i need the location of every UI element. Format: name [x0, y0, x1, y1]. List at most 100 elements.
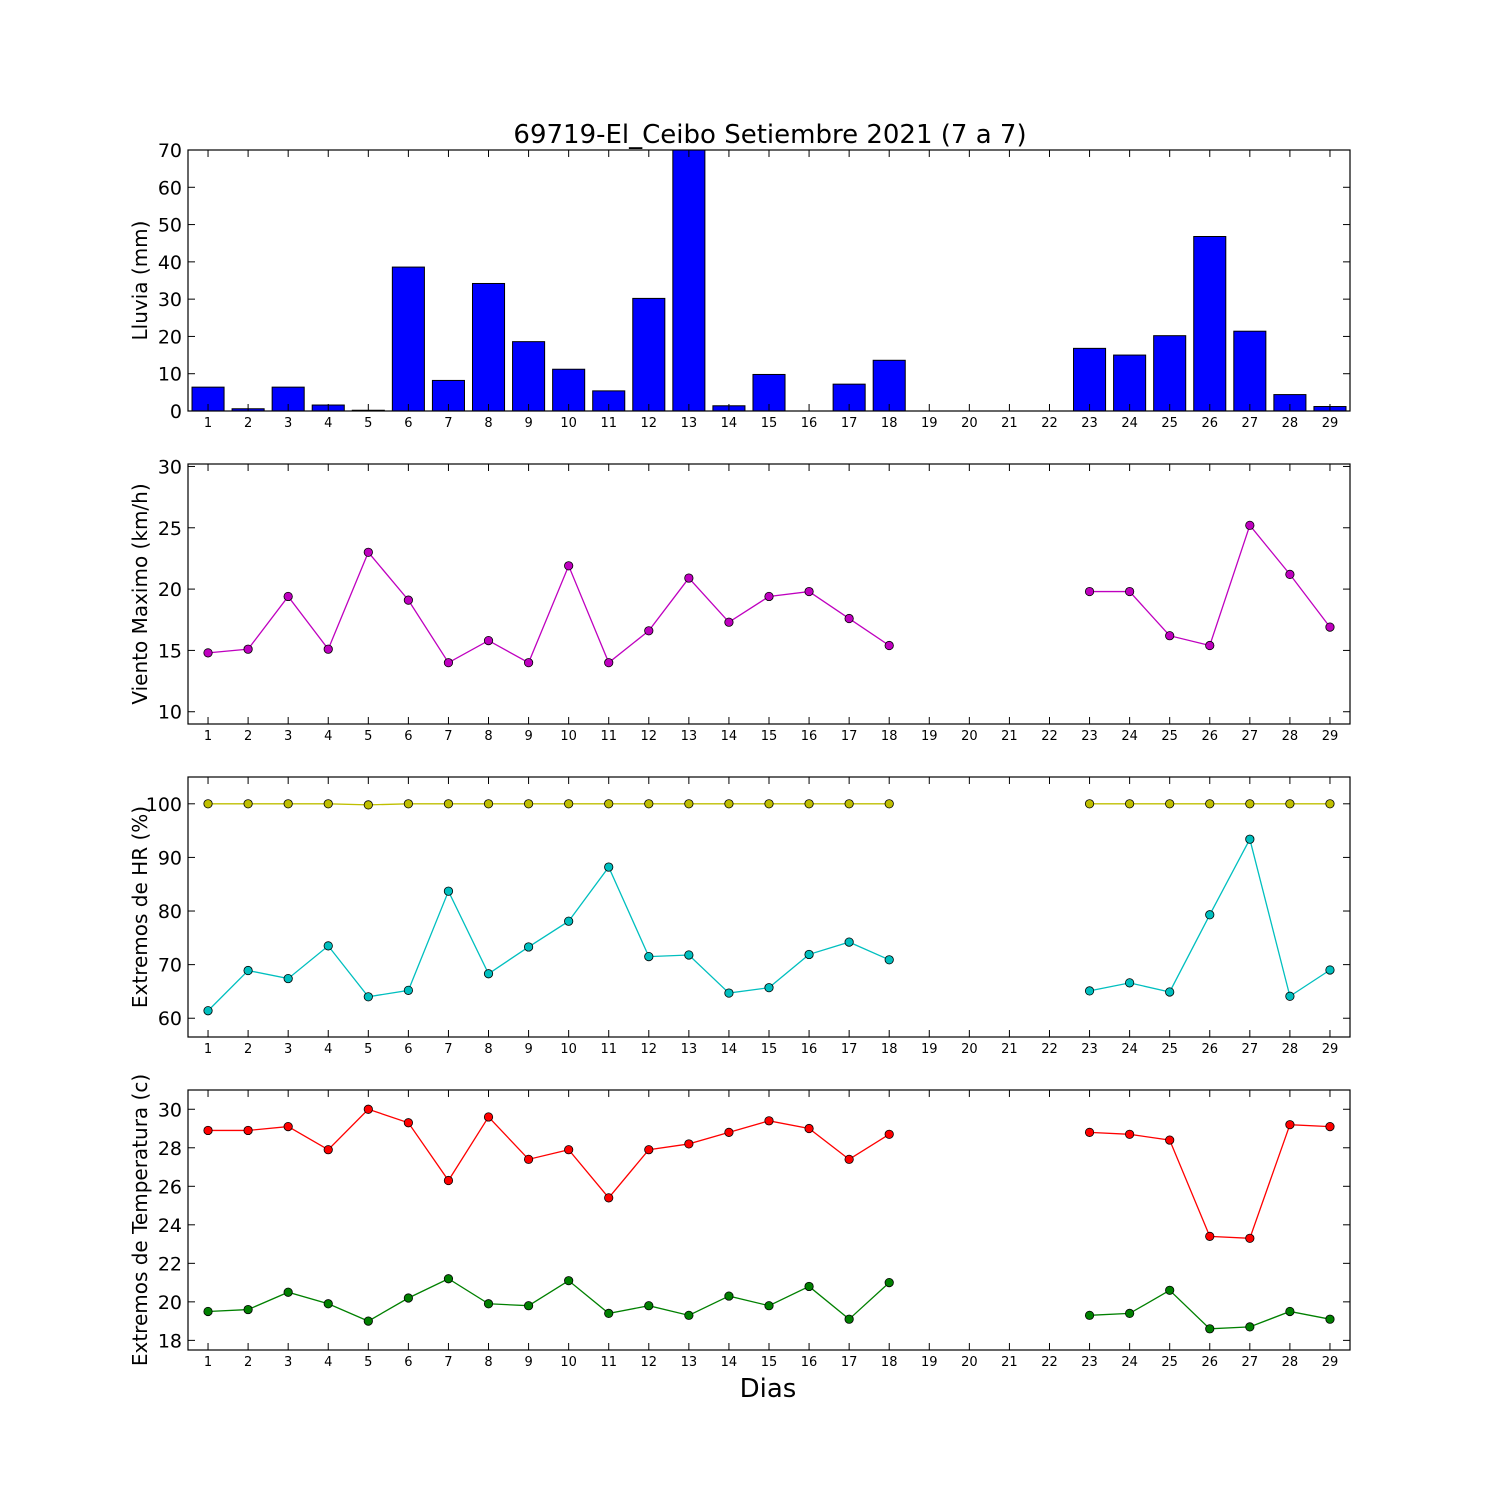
series-0-point-day-3: [283, 591, 293, 602]
series-1-point-day-17: [844, 1314, 854, 1324]
x-tick-label: 25: [1161, 729, 1178, 744]
series-0-point-day-28: [1285, 799, 1295, 809]
y-tick-label: 30: [158, 1099, 182, 1121]
x-tick-label: 27: [1242, 1355, 1259, 1370]
series-0-point-day-3: [283, 799, 293, 809]
plot-frame: [187, 776, 1351, 1038]
series-0-point-day-5: [363, 800, 373, 810]
x-tick-label: 21: [1001, 1355, 1018, 1370]
series-0-point-day-16: [804, 799, 814, 809]
x-tick-label: 29: [1322, 729, 1339, 744]
series-1-point-day-25: [1165, 987, 1175, 997]
series-0-point-day-11: [604, 1193, 614, 1203]
series-0-point-day-14: [724, 617, 734, 627]
series-0-point-day-13: [684, 799, 694, 809]
x-tick-label: 24: [1121, 416, 1138, 431]
series-1-point-day-18: [884, 1277, 894, 1288]
x-tick-label: 12: [641, 416, 658, 431]
x-tick-label: 8: [484, 729, 492, 744]
x-tick-label: 22: [1041, 416, 1058, 431]
x-tick-label: 19: [921, 729, 938, 744]
series-1-point-day-28: [1285, 1306, 1295, 1317]
x-tick-label: 13: [681, 729, 698, 744]
x-tick-label: 29: [1322, 1355, 1339, 1370]
x-tick-label: 10: [560, 416, 577, 431]
series-0-point-day-17: [844, 799, 854, 809]
x-tick-label: 19: [921, 1042, 938, 1057]
x-tick-label: 12: [641, 729, 658, 744]
series-0-point-day-9: [523, 658, 534, 668]
series-0-point-day-14: [724, 799, 734, 809]
bar-day-23: [1073, 347, 1107, 412]
x-tick-label: 3: [284, 729, 292, 744]
series-1-point-day-11: [604, 1308, 614, 1319]
x-tick-label: 16: [801, 1042, 818, 1057]
x-tick-label: 14: [721, 416, 738, 431]
x-tick-label: 17: [841, 1042, 858, 1057]
series-0-point-day-24: [1125, 799, 1135, 809]
x-tick-label: 18: [881, 1355, 898, 1370]
x-tick-label: 11: [600, 416, 617, 431]
x-tick-label: 26: [1201, 1355, 1218, 1370]
series-1-point-day-5: [363, 992, 373, 1002]
series-1-point-day-8: [483, 969, 494, 979]
series-0-line-1: [1089, 523, 1331, 647]
series-1-point-day-29: [1325, 965, 1335, 975]
series-1-point-day-27: [1245, 1322, 1255, 1332]
series-0-point-day-6: [403, 1118, 413, 1128]
x-tick-label: 28: [1282, 416, 1299, 431]
series-0-point-day-27: [1245, 520, 1255, 530]
x-tick-label: 24: [1121, 729, 1138, 744]
series-0-point-day-13: [684, 573, 694, 583]
x-tick-label: 14: [721, 1355, 738, 1370]
y-tick-label: 70: [158, 140, 182, 162]
x-tick-label: 9: [524, 1355, 532, 1370]
series-0-point-day-3: [283, 1121, 293, 1132]
x-tick-label: 28: [1282, 1042, 1299, 1057]
x-tick-label: 29: [1322, 416, 1339, 431]
y-axis-label: Extremos de Temperatura (c): [128, 1074, 152, 1366]
x-tick-label: 11: [600, 1355, 617, 1370]
series-1-point-day-29: [1325, 1314, 1335, 1324]
series-0-point-day-7: [443, 1175, 454, 1186]
series-0-point-day-12: [644, 799, 654, 809]
x-tick-label: 5: [364, 416, 372, 431]
series-0-line-0: [208, 1108, 890, 1199]
y-tick-label: 70: [158, 955, 182, 977]
y-tick-label: 0: [170, 401, 182, 423]
series-0-point-day-12: [644, 626, 654, 636]
y-axis-label: Extremos de HR (%): [128, 806, 152, 1008]
x-tick-label: 26: [1201, 1042, 1218, 1057]
series-1-point-day-12: [644, 951, 654, 962]
x-tick-label: 17: [841, 1355, 858, 1370]
x-tick-label: 14: [721, 1042, 738, 1057]
x-tick-label: 5: [364, 1355, 372, 1370]
bar-day-8: [471, 282, 506, 412]
x-tick-label: 10: [560, 729, 577, 744]
series-1-point-day-7: [443, 1274, 454, 1284]
y-tick-label: 60: [158, 1008, 182, 1030]
x-tick-label: 14: [721, 729, 738, 744]
series-0-point-day-11: [604, 799, 614, 809]
series-0-point-day-1: [203, 648, 213, 658]
series-0-point-day-17: [844, 613, 854, 624]
x-tick-label: 25: [1161, 1042, 1178, 1057]
x-tick-label: 10: [560, 1042, 577, 1057]
y-tick-label: 28: [158, 1138, 182, 1160]
series-1-point-day-24: [1125, 1308, 1135, 1319]
series-1-point-day-3: [283, 1287, 293, 1297]
x-tick-label: 11: [600, 1042, 617, 1057]
x-tick-label: 18: [881, 416, 898, 431]
series-0-point-day-24: [1125, 1129, 1135, 1139]
series-0-point-day-15: [764, 591, 774, 602]
series-0-point-day-1: [203, 1125, 213, 1136]
series-0-point-day-14: [724, 1127, 734, 1137]
series-1-point-day-2: [243, 1304, 253, 1315]
y-tick-label: 30: [158, 289, 182, 311]
series-1-line-0: [207, 865, 890, 1012]
x-tick-label: 21: [1001, 1042, 1018, 1057]
x-tick-label: 27: [1242, 729, 1259, 744]
x-tick-label: 23: [1081, 1355, 1098, 1370]
